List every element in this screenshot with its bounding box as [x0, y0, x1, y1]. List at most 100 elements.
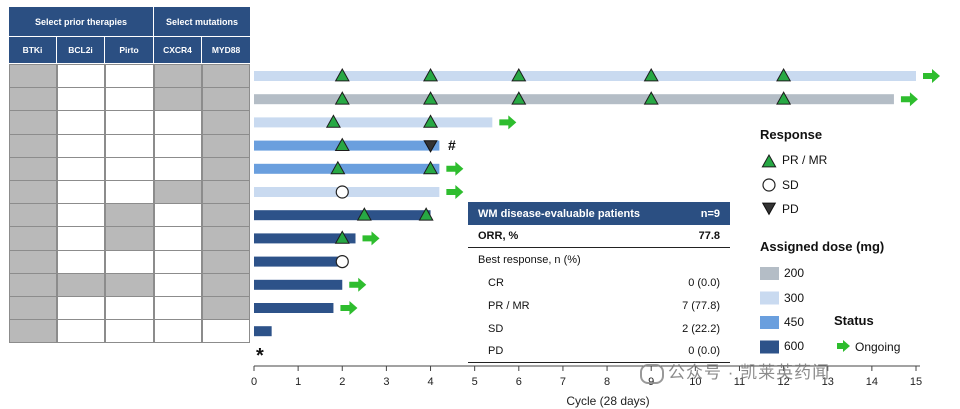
column-header-bcl2i: BCL2i [57, 37, 104, 63]
column-header-pirto: Pirto [105, 37, 153, 63]
legend-pr-triangle-icon [761, 153, 777, 168]
wechat-logo-icon [640, 363, 664, 384]
x-tick-label-10: 10 [689, 376, 701, 388]
legend-dose-450: 450 [784, 315, 805, 329]
orr-value: 77.8 [698, 230, 720, 242]
grid-cell-r4-c1 [57, 156, 105, 181]
hash-annotation: # [448, 137, 456, 153]
grid-cell-r11-c2 [105, 319, 154, 344]
legend-dose-200: 200 [784, 266, 805, 280]
ongoing-arrow-p11 [340, 301, 358, 315]
column-header-btki: BTKi [9, 37, 56, 63]
patient-bar-5 [254, 163, 440, 174]
grid-cell-r1-c0 [9, 87, 57, 112]
grid-cell-r5-c1 [57, 180, 105, 205]
row-value: 2 (22.2) [682, 322, 720, 335]
grid-cell-r3-c3 [154, 133, 202, 158]
grid-cell-r10-c0 [9, 296, 57, 321]
grid-cell-r2-c1 [57, 110, 105, 135]
row-value: 7 (77.8) [682, 299, 720, 312]
x-tick-label-2: 2 [339, 376, 345, 388]
legend-pd: PD [782, 202, 799, 216]
grid-cell-r11-c1 [57, 319, 105, 344]
patient-bar-7 [254, 210, 431, 221]
grid-cell-r10-c2 [105, 296, 154, 321]
marker-p5-2-pr [423, 160, 439, 175]
grid-cell-r0-c0 [9, 64, 57, 89]
table-row-pd: PD 0 (0.0) [468, 340, 730, 363]
row-label: PR / MR [488, 299, 530, 312]
legend-dose-swatch-450 [760, 316, 779, 329]
row-label: PD [488, 345, 504, 357]
grid-cell-r9-c4 [202, 272, 250, 297]
grid-cell-r3-c1 [57, 133, 105, 158]
patient-bar-8 [254, 233, 356, 244]
legend-ongoing: Ongoing [855, 340, 901, 354]
legend-pr-mr: PR / MR [782, 153, 828, 167]
x-tick-label-13: 13 [822, 376, 834, 388]
response-legend-title: Response [760, 127, 823, 142]
grid-cell-r6-c3 [154, 203, 202, 228]
grid-cell-r4-c0 [9, 156, 57, 181]
patient-bar-11 [254, 303, 334, 313]
table-row-sd: SD 2 (22.2) [468, 317, 730, 340]
patient-bar-2 [254, 94, 894, 105]
x-tick-label-15: 15 [910, 376, 922, 388]
row-value: 0 (0.0) [688, 345, 720, 357]
x-tick-label-14: 14 [866, 376, 878, 388]
row-value: 0 (0.0) [688, 276, 720, 289]
ongoing-arrow-p1 [923, 69, 940, 83]
grid-cell-r1-c1 [57, 87, 105, 112]
table-row-cr: CR 0 (0.0) [468, 271, 730, 294]
grid-cell-r7-c3 [154, 226, 202, 251]
x-tick-label-12: 12 [777, 376, 789, 388]
legend-sd: SD [782, 178, 799, 192]
column-header-cxcr4: CXCR4 [154, 37, 201, 63]
grid-cell-r10-c3 [154, 296, 202, 321]
x-tick-label-8: 8 [604, 376, 610, 388]
legend-dose-swatch-200 [760, 267, 779, 280]
x-tick-label-6: 6 [516, 376, 522, 388]
asterisk-annotation: * [256, 345, 264, 367]
table-row-orr: ORR, % 77.8 [468, 225, 730, 248]
grid-cell-r7-c0 [9, 226, 57, 251]
marker-p5-1-pr [330, 160, 346, 175]
legend-sd-circle-icon [762, 178, 776, 192]
marker-p1-2-pr [423, 67, 439, 82]
legend-pd-triangle-icon [761, 202, 777, 216]
marker-p3-1-pr [325, 114, 341, 128]
marker-p2-1-pr [334, 91, 350, 105]
watermark: 公众号 · 凯莱英药闻 [640, 358, 830, 384]
legend-dose-600: 600 [784, 339, 805, 353]
prior-therapies-header: Select prior therapies [9, 7, 153, 36]
patient-bar-12 [254, 326, 272, 337]
marker-p2-5-pr [776, 91, 792, 105]
mutations-header: Select mutations [154, 7, 250, 36]
grid-cell-r0-c3 [154, 64, 202, 89]
patient-bar-10 [254, 279, 343, 290]
orr-label: ORR, % [478, 230, 519, 242]
marker-p3-2-pr [423, 114, 439, 128]
grid-cell-r5-c2 [105, 180, 154, 205]
legend-dose-300: 300 [784, 291, 805, 305]
marker-p2-2-pr [423, 91, 439, 105]
grid-cell-r6-c0 [9, 203, 57, 228]
marker-p2-4-pr [643, 91, 659, 105]
marker-p8-1-pr [334, 230, 350, 244]
x-axis-label: Cycle (28 days) [566, 394, 649, 408]
marker-p4-1-pr [334, 137, 350, 151]
dose-legend-title: Assigned dose (mg) [760, 239, 885, 254]
grid-cell-r11-c3 [154, 319, 202, 344]
table-header: WM disease-evaluable patients n=9 [468, 202, 730, 225]
response-table: WM disease-evaluable patients n=9 ORR, %… [468, 202, 730, 363]
x-tick-label-7: 7 [560, 376, 566, 388]
marker-p1-3-pr [511, 67, 527, 82]
x-tick-label-0: 0 [251, 376, 257, 388]
marker-p2-3-pr [511, 91, 527, 105]
table-row-pr-mr: PR / MR 7 (77.8) [468, 294, 730, 317]
x-tick-label-4: 4 [427, 376, 433, 388]
x-tick-label-1: 1 [295, 376, 301, 388]
ongoing-arrow-p6 [446, 185, 464, 199]
marker-p1-1-pr [334, 67, 350, 82]
grid-cell-r7-c4 [202, 226, 250, 251]
